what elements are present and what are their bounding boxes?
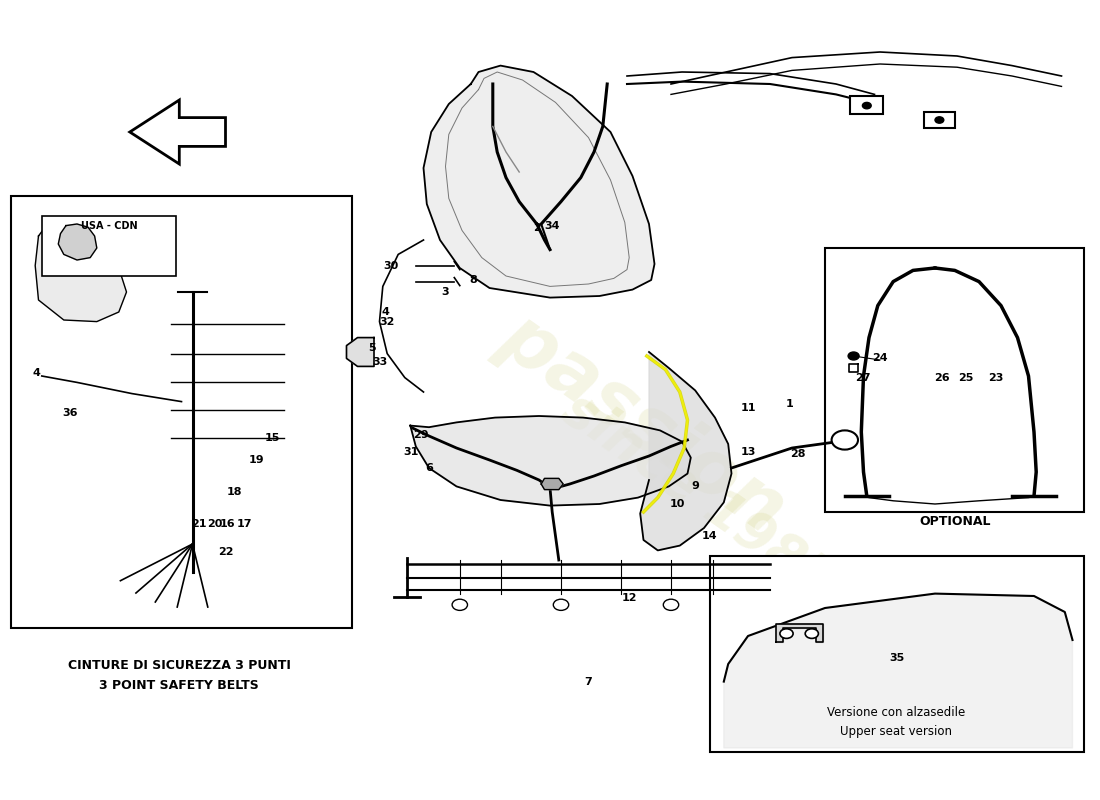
Text: 20: 20: [207, 519, 222, 529]
Text: 9: 9: [691, 481, 700, 490]
Text: 23: 23: [988, 374, 1003, 383]
Polygon shape: [35, 226, 127, 322]
Bar: [850, 96, 883, 114]
Text: 36: 36: [63, 408, 78, 418]
Text: 15: 15: [265, 434, 280, 443]
Text: 1: 1: [785, 399, 794, 409]
Text: CINTURE DI SICUREZZA 3 PUNTI: CINTURE DI SICUREZZA 3 PUNTI: [68, 659, 290, 672]
Text: passion: passion: [487, 299, 800, 549]
Circle shape: [848, 352, 859, 360]
Circle shape: [780, 629, 793, 638]
Text: 33: 33: [372, 357, 387, 366]
Text: 2: 2: [532, 223, 541, 233]
Polygon shape: [776, 624, 823, 642]
Circle shape: [832, 430, 858, 450]
Text: 24: 24: [872, 354, 888, 363]
Polygon shape: [724, 594, 1072, 748]
Circle shape: [935, 117, 944, 123]
Circle shape: [663, 599, 679, 610]
Text: 10: 10: [670, 499, 685, 509]
Text: 31: 31: [404, 447, 419, 457]
Circle shape: [553, 599, 569, 610]
Text: 35: 35: [889, 653, 904, 662]
Text: 17: 17: [236, 519, 252, 529]
Polygon shape: [424, 66, 654, 298]
Circle shape: [805, 629, 818, 638]
Bar: [710, 556, 1084, 752]
Polygon shape: [410, 416, 691, 506]
Text: 32: 32: [379, 318, 395, 327]
Text: USA - CDN: USA - CDN: [80, 222, 138, 231]
Text: Versione con alzasedile: Versione con alzasedile: [827, 706, 966, 718]
Text: 12: 12: [621, 594, 637, 603]
Text: 7: 7: [584, 677, 593, 686]
Text: 13: 13: [740, 447, 756, 457]
Text: 3 POINT SAFETY BELTS: 3 POINT SAFETY BELTS: [99, 679, 260, 692]
Text: 4: 4: [32, 368, 41, 378]
Text: 8: 8: [469, 275, 477, 285]
Text: 5: 5: [368, 343, 375, 353]
Text: 34: 34: [544, 221, 560, 230]
Text: 19: 19: [249, 455, 264, 465]
Text: 21: 21: [191, 519, 207, 529]
Bar: [924, 112, 955, 128]
Text: 14: 14: [702, 531, 717, 541]
Circle shape: [862, 102, 871, 109]
Text: 30: 30: [383, 261, 398, 270]
Bar: [825, 248, 1084, 512]
Text: 27: 27: [855, 374, 870, 383]
Polygon shape: [130, 100, 225, 164]
Text: 16: 16: [220, 519, 235, 529]
Text: 3: 3: [442, 287, 449, 297]
Polygon shape: [58, 224, 97, 260]
Text: 18: 18: [227, 487, 242, 497]
Text: 25: 25: [958, 374, 974, 383]
Text: 26: 26: [934, 374, 949, 383]
Polygon shape: [640, 352, 732, 550]
Polygon shape: [346, 338, 374, 366]
Text: OPTIONAL: OPTIONAL: [918, 515, 990, 528]
Circle shape: [452, 599, 468, 610]
Text: 28: 28: [790, 450, 805, 459]
Text: Upper seat version: Upper seat version: [840, 726, 953, 738]
Text: since 1985: since 1985: [553, 383, 844, 609]
Text: 4: 4: [381, 307, 389, 317]
Bar: [11, 196, 352, 628]
Text: 11: 11: [740, 403, 756, 413]
Text: 6: 6: [425, 463, 433, 473]
Polygon shape: [541, 478, 563, 490]
Bar: [42, 216, 176, 276]
Text: 22: 22: [218, 547, 233, 557]
Text: 29: 29: [414, 430, 429, 440]
